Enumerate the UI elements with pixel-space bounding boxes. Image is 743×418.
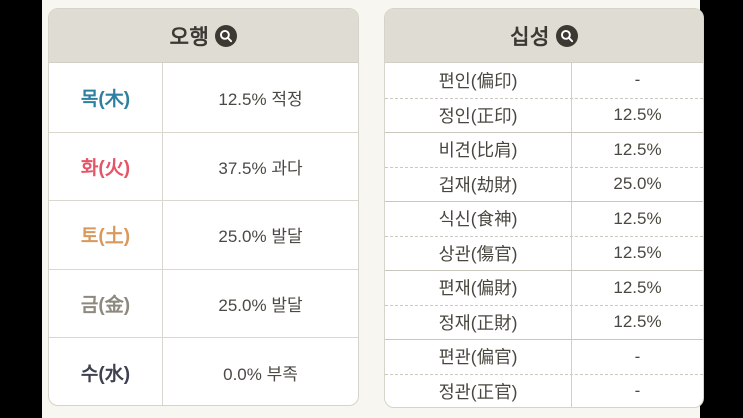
god-label: 정관(正官) — [385, 374, 572, 407]
table-row: 정인(正印) 12.5% — [385, 97, 703, 132]
sipseong-card: 십성 편인(偏印) - 정인(正印) 12.5% — [384, 8, 704, 408]
god-label: 정인(正印) — [385, 98, 572, 132]
right-letterbox-bar — [700, 0, 743, 418]
element-label: 금(金) — [49, 269, 163, 338]
element-value: 0.0% 부족 — [223, 364, 298, 384]
table-row: 목(木) 12.5% 적정 — [49, 63, 358, 132]
left-letterbox-bar — [0, 0, 42, 418]
element-label: 수(水) — [49, 338, 163, 405]
god-value: 25.0% — [613, 174, 662, 194]
search-icon[interactable] — [555, 24, 578, 47]
table-row: 정재(正財) 12.5% — [385, 304, 703, 339]
table-row: 비견(比肩) 12.5% — [385, 132, 703, 167]
god-label: 겁재(劫財) — [385, 167, 572, 201]
sipseong-header: 십성 — [385, 9, 703, 63]
god-label: 비견(比肩) — [385, 133, 572, 167]
ohaeng-card: 오행 목(木) 12.5% 적정 화(火) 37.5% 과다 — [48, 8, 359, 406]
god-label: 정재(正財) — [385, 305, 572, 339]
table-row: 수(水) 0.0% 부족 — [49, 337, 358, 405]
god-value: 12.5% — [613, 139, 662, 159]
god-value: - — [634, 70, 641, 90]
element-value: 25.0% 발달 — [218, 227, 303, 247]
ohaeng-title: 오행 — [169, 25, 210, 49]
ohaeng-table: 목(木) 12.5% 적정 화(火) 37.5% 과다 토(土) 25.0% 발… — [49, 63, 358, 405]
element-label: 화(火) — [49, 132, 163, 201]
element-label: 목(木) — [49, 63, 163, 132]
element-value: 12.5% 적정 — [218, 89, 303, 109]
god-value: 12.5% — [613, 243, 662, 263]
god-value: 12.5% — [613, 105, 662, 125]
god-value: 12.5% — [613, 277, 662, 297]
table-row: 상관(傷官) 12.5% — [385, 235, 703, 270]
table-row: 식신(食神) 12.5% — [385, 201, 703, 236]
element-label: 토(土) — [49, 201, 163, 269]
god-label: 식신(食神) — [385, 202, 572, 236]
table-row: 편관(偏官) - — [385, 339, 703, 374]
god-label: 편재(偏財) — [385, 271, 572, 305]
sipseong-table: 편인(偏印) - 정인(正印) 12.5% 비견(比肩) 12.5% 겁재(劫財… — [385, 63, 703, 407]
table-row: 금(金) 25.0% 발달 — [49, 268, 358, 338]
ohaeng-header: 오행 — [49, 9, 358, 63]
god-value: 12.5% — [613, 208, 662, 228]
search-icon[interactable] — [215, 24, 238, 47]
god-label: 상관(傷官) — [385, 236, 572, 270]
content-area: 오행 목(木) 12.5% 적정 화(火) 37.5% 과다 — [42, 0, 704, 418]
table-row: 토(土) 25.0% 발달 — [49, 200, 358, 269]
god-label: 편관(偏官) — [385, 340, 572, 374]
god-value: - — [634, 346, 641, 366]
god-value: - — [634, 381, 641, 401]
god-label: 편인(偏印) — [385, 63, 572, 98]
table-row: 화(火) 37.5% 과다 — [49, 131, 358, 201]
table-row: 정관(正官) - — [385, 373, 703, 407]
element-value: 25.0% 발달 — [218, 296, 303, 316]
god-value: 12.5% — [613, 312, 662, 332]
table-row: 편인(偏印) - — [385, 63, 703, 98]
sipseong-title: 십성 — [510, 25, 550, 49]
table-row: 겁재(劫財) 25.0% — [385, 166, 703, 201]
table-row: 편재(偏財) 12.5% — [385, 270, 703, 305]
element-value: 37.5% 과다 — [218, 158, 303, 178]
